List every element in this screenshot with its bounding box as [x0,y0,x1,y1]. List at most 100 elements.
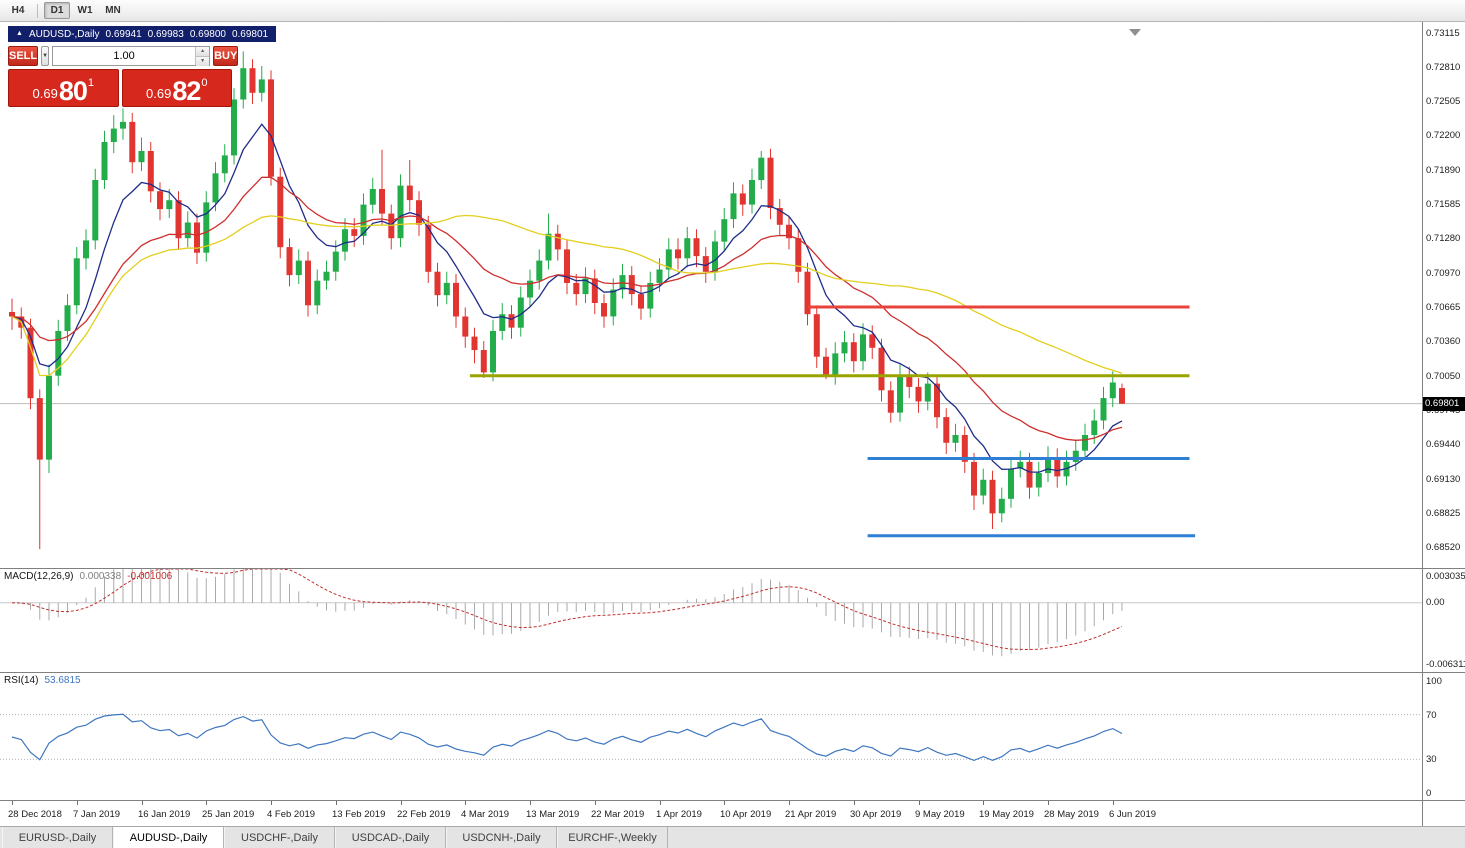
buy-button[interactable]: BUY [213,46,239,66]
time-axis-tick [919,801,920,805]
price-axis-label: 0.70665 [1426,302,1461,313]
price-pane: ▲ AUDUSD-,Daily 0.69941 0.69983 0.69800 … [0,22,1465,568]
time-axis-tick [401,801,402,805]
buy-price-sup: 0 [201,77,208,89]
macd-main-value: 0.000338 [79,571,122,582]
time-axis-tick [77,801,78,805]
time-axis[interactable]: 28 Dec 2018 7 Jan 2019 16 Jan 2019 25 Jan 2… [0,800,1465,826]
time-axis-labels: 28 Dec 2018 7 Jan 2019 16 Jan 2019 25 Jan 2… [0,801,1422,826]
time-axis-label: 22 Feb 2019 [397,809,451,820]
time-axis-tick [854,801,855,805]
dropdown-icon: ▼ [42,53,49,59]
timeframe-button-w1[interactable]: W1 [77,5,93,16]
buy-price-big: 82 [172,76,201,106]
spin-down-icon[interactable]: ▼ [196,56,210,66]
macd-chart-canvas [0,569,1422,657]
chart-tab-eurusd-daily[interactable]: EURUSD-,Daily [2,827,113,848]
volume-control: ▲ ▼ [52,46,211,66]
rsi-axis-label: 30 [1426,754,1437,765]
rsi-axis[interactable]: 100 70 30 0 [1422,673,1465,800]
ohlc-open: 0.69941 [105,28,142,40]
buy-price-button[interactable]: 0.69 82 0 [121,69,232,107]
current-price-label: 0.69801 [1423,397,1465,411]
time-axis-label: 9 May 2019 [915,809,965,820]
price-axis-label: 0.71890 [1426,165,1461,176]
rsi-pane: RSI(14) 53.6815 100 70 30 0 [0,672,1465,800]
volume-spinner: ▲ ▼ [195,47,210,66]
time-axis-tick [1113,801,1114,805]
time-axis-label: 13 Feb 2019 [332,809,386,820]
price-axis-label: 0.71280 [1426,233,1461,244]
price-axis-label: 0.70050 [1426,371,1461,382]
time-axis-tick [206,801,207,805]
price-axis[interactable]: 0.69801 0.73115 0.72810 0.72505 0.72200 0.71… [1422,22,1465,568]
time-axis-tick [465,801,466,805]
volume-preset-dropdown[interactable]: ▼ [41,46,50,66]
time-axis-label: 16 Jan 2019 [138,809,191,820]
time-axis-label: 21 Apr 2019 [785,809,837,820]
macd-label: MACD(12,26,9) [4,571,74,582]
rsi-chart-canvas [0,713,1422,762]
macd-axis-label-bottom: -0.006311 [1426,659,1465,670]
macd-axis[interactable]: 0.003035 0.00 -0.006311 [1422,569,1465,672]
time-axis-tick [530,801,531,805]
chart-title-bar: ▲ AUDUSD-,Daily 0.69941 0.69983 0.69800 … [8,26,277,42]
price-chart-canvas[interactable] [0,22,1422,568]
time-axis-label: 10 Apr 2019 [720,809,772,820]
one-click-trading-panel: SELL ▼ ▲ ▼ BUY 0.69 80 1 [8,46,239,107]
price-axis-label: 0.72810 [1426,62,1461,73]
chart-tabs-bar: EURUSD-,Daily AUDUSD-,Daily USDCHF-,Daily U… [0,826,1465,848]
sell-price-button[interactable]: 0.69 80 1 [8,69,119,107]
ohlc-close: 0.69801 [231,28,269,40]
macd-header: MACD(12,26,9) 0.000338 -0.001006 [4,571,172,582]
rsi-axis-label: 70 [1426,710,1437,721]
time-axis-label: 4 Feb 2019 [267,809,316,820]
rsi-value: 53.6815 [44,675,81,686]
sell-button[interactable]: SELL [8,46,39,66]
timeframe-button-d1[interactable]: D1 [44,2,70,19]
chart-tab-usdcnh-daily[interactable]: USDCNH-,Daily [446,827,557,848]
price-axis-label: 0.71585 [1426,199,1461,210]
chart-symbol-period: AUDUSD-,Daily [28,28,100,40]
time-axis-label: 25 Jan 2019 [202,809,255,820]
time-axis-tick [983,801,984,805]
time-axis-label: 6 Jun 2019 [1109,809,1157,820]
sell-price-sup: 1 [87,77,94,89]
rsi-axis-label: 0 [1426,788,1432,799]
sell-price-big: 80 [58,76,88,106]
time-axis-tick [1048,801,1049,805]
time-axis-label: 28 May 2019 [1044,809,1099,820]
time-axis-tick [336,801,337,805]
price-axis-label: 0.70970 [1426,268,1461,279]
chart-tab-usdchf-daily[interactable]: USDCHF-,Daily [224,827,335,848]
chart-tab-usdcad-daily[interactable]: USDCAD-,Daily [335,827,446,848]
collapse-icon[interactable]: ▲ [16,30,23,37]
chart-tab-audusd-daily[interactable]: AUDUSD-,Daily [113,827,224,848]
ohlc-low: 0.69800 [189,28,226,40]
macd-pane: MACD(12,26,9) 0.000338 -0.001006 0.00303… [0,568,1465,672]
rsi-header: RSI(14) 53.6815 [4,675,81,686]
rsi-axis-label: 100 [1426,676,1442,687]
buy-price-prefix: 0.69 [146,86,172,101]
time-axis-tick [12,801,13,805]
price-axis-label: 0.69130 [1426,474,1461,485]
chart-tab-eurchf-weekly[interactable]: EURCHF-,Weekly [557,827,668,848]
price-axis-label: 0.70360 [1426,336,1461,347]
spin-up-icon[interactable]: ▲ [196,47,210,56]
time-axis-corner [1422,801,1465,826]
time-axis-label: 1 Apr 2019 [656,809,702,820]
price-axis-label: 0.72200 [1426,130,1461,141]
time-axis-tick [271,801,272,805]
price-axis-label: 0.68825 [1426,508,1461,519]
macd-axis-label-zero: 0.00 [1426,597,1445,608]
time-axis-tick [142,801,143,805]
price-axis-label: 0.73115 [1426,28,1460,39]
timeframe-button-mn[interactable]: MN [105,5,121,16]
volume-input[interactable] [53,47,196,65]
macd-signal-value: -0.001006 [127,571,173,582]
time-axis-label: 19 May 2019 [979,809,1034,820]
time-axis-tick [789,801,790,805]
timeframe-button-h4[interactable]: H4 [11,5,25,16]
toolbar-separator [37,3,38,18]
